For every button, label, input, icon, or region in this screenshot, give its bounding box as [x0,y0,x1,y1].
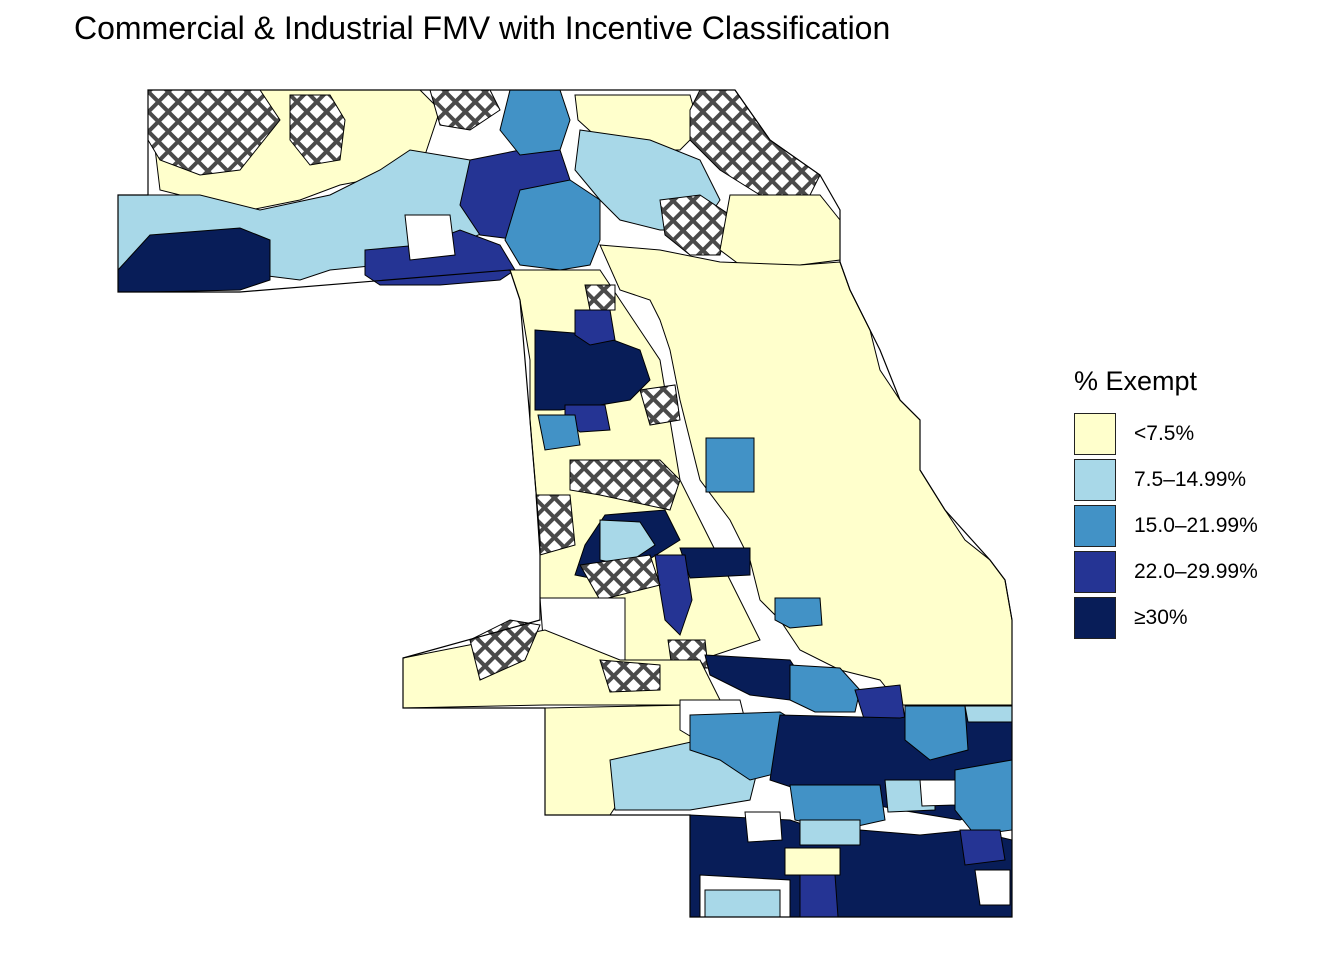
city-blue-dark-3 [654,554,693,636]
region-ne-hatch-2 [659,194,731,256]
legend-label: ≥30% [1134,606,1188,629]
legend-item: 15.0–21.99% [1074,503,1258,549]
city-darkest-3 [679,547,751,579]
city-blue-square [705,437,755,493]
legend-item: <7.5% [1074,411,1258,457]
region-nw-hatch-3 [429,89,501,131]
city-blue-mid-1 [537,414,581,451]
city-hatch-5 [579,554,661,601]
south-white-2 [744,811,783,843]
legend-swatch [1074,505,1116,547]
city-region [509,244,1013,706]
legend-item: ≥30% [1074,595,1258,641]
south-blue-dark-3 [959,829,1006,866]
south-blue-mid-1 [789,664,861,713]
legend-label: 7.5–14.99% [1134,468,1247,491]
region-nw-hatch-2 [289,94,346,166]
legend-label: <7.5% [1134,422,1195,445]
legend-label: 15.0–21.99% [1134,514,1258,537]
south-region [689,654,1013,918]
legend-swatch [1074,597,1116,639]
city-hatch-3 [535,494,576,556]
south-lightblue-3 [799,819,861,846]
legend-label: 22.0–29.99% [1134,560,1258,583]
south-pale-1 [784,847,841,876]
map-legend: % Exempt <7.5% 7.5–14.99% 15.0–21.99% 22… [1074,366,1258,641]
legend-item: 7.5–14.99% [1074,457,1258,503]
region-center-blue-mid-2 [504,179,601,271]
south-lightblue-1 [964,705,1013,723]
legend-swatch [1074,551,1116,593]
south-blue-dark-2 [799,874,839,918]
south-blue-mid-5 [789,784,886,831]
legend-swatch [1074,459,1116,501]
legend-swatch [1074,413,1116,455]
county-outline [117,89,1013,918]
region-nw-hatch-1 [147,89,281,176]
city-blue-mid-2 [774,597,823,629]
city-hatch-1 [639,384,681,426]
map-title: Commercial & Industrial FMV with Incenti… [74,10,891,46]
region-west-white [404,214,456,261]
southwest-region [402,619,761,816]
city-hatch-4 [584,284,616,311]
sw-hatch-2 [599,659,661,693]
north-region [117,89,841,293]
south-white-3 [919,779,956,807]
city-lightblue-1 [599,519,656,566]
south-blue-mid-4 [954,759,1013,836]
region-center-blue-mid [499,89,571,156]
region-ne-pale-2 [719,194,841,266]
legend-title: % Exempt [1074,366,1198,396]
south-white-4 [974,869,1011,906]
city-hatch-2 [569,459,681,511]
south-blue-dark-1 [854,684,906,723]
legend-item: 22.0–29.99% [1074,549,1258,595]
south-lightblue-4 [704,889,781,918]
south-blue-mid-3 [904,705,969,761]
